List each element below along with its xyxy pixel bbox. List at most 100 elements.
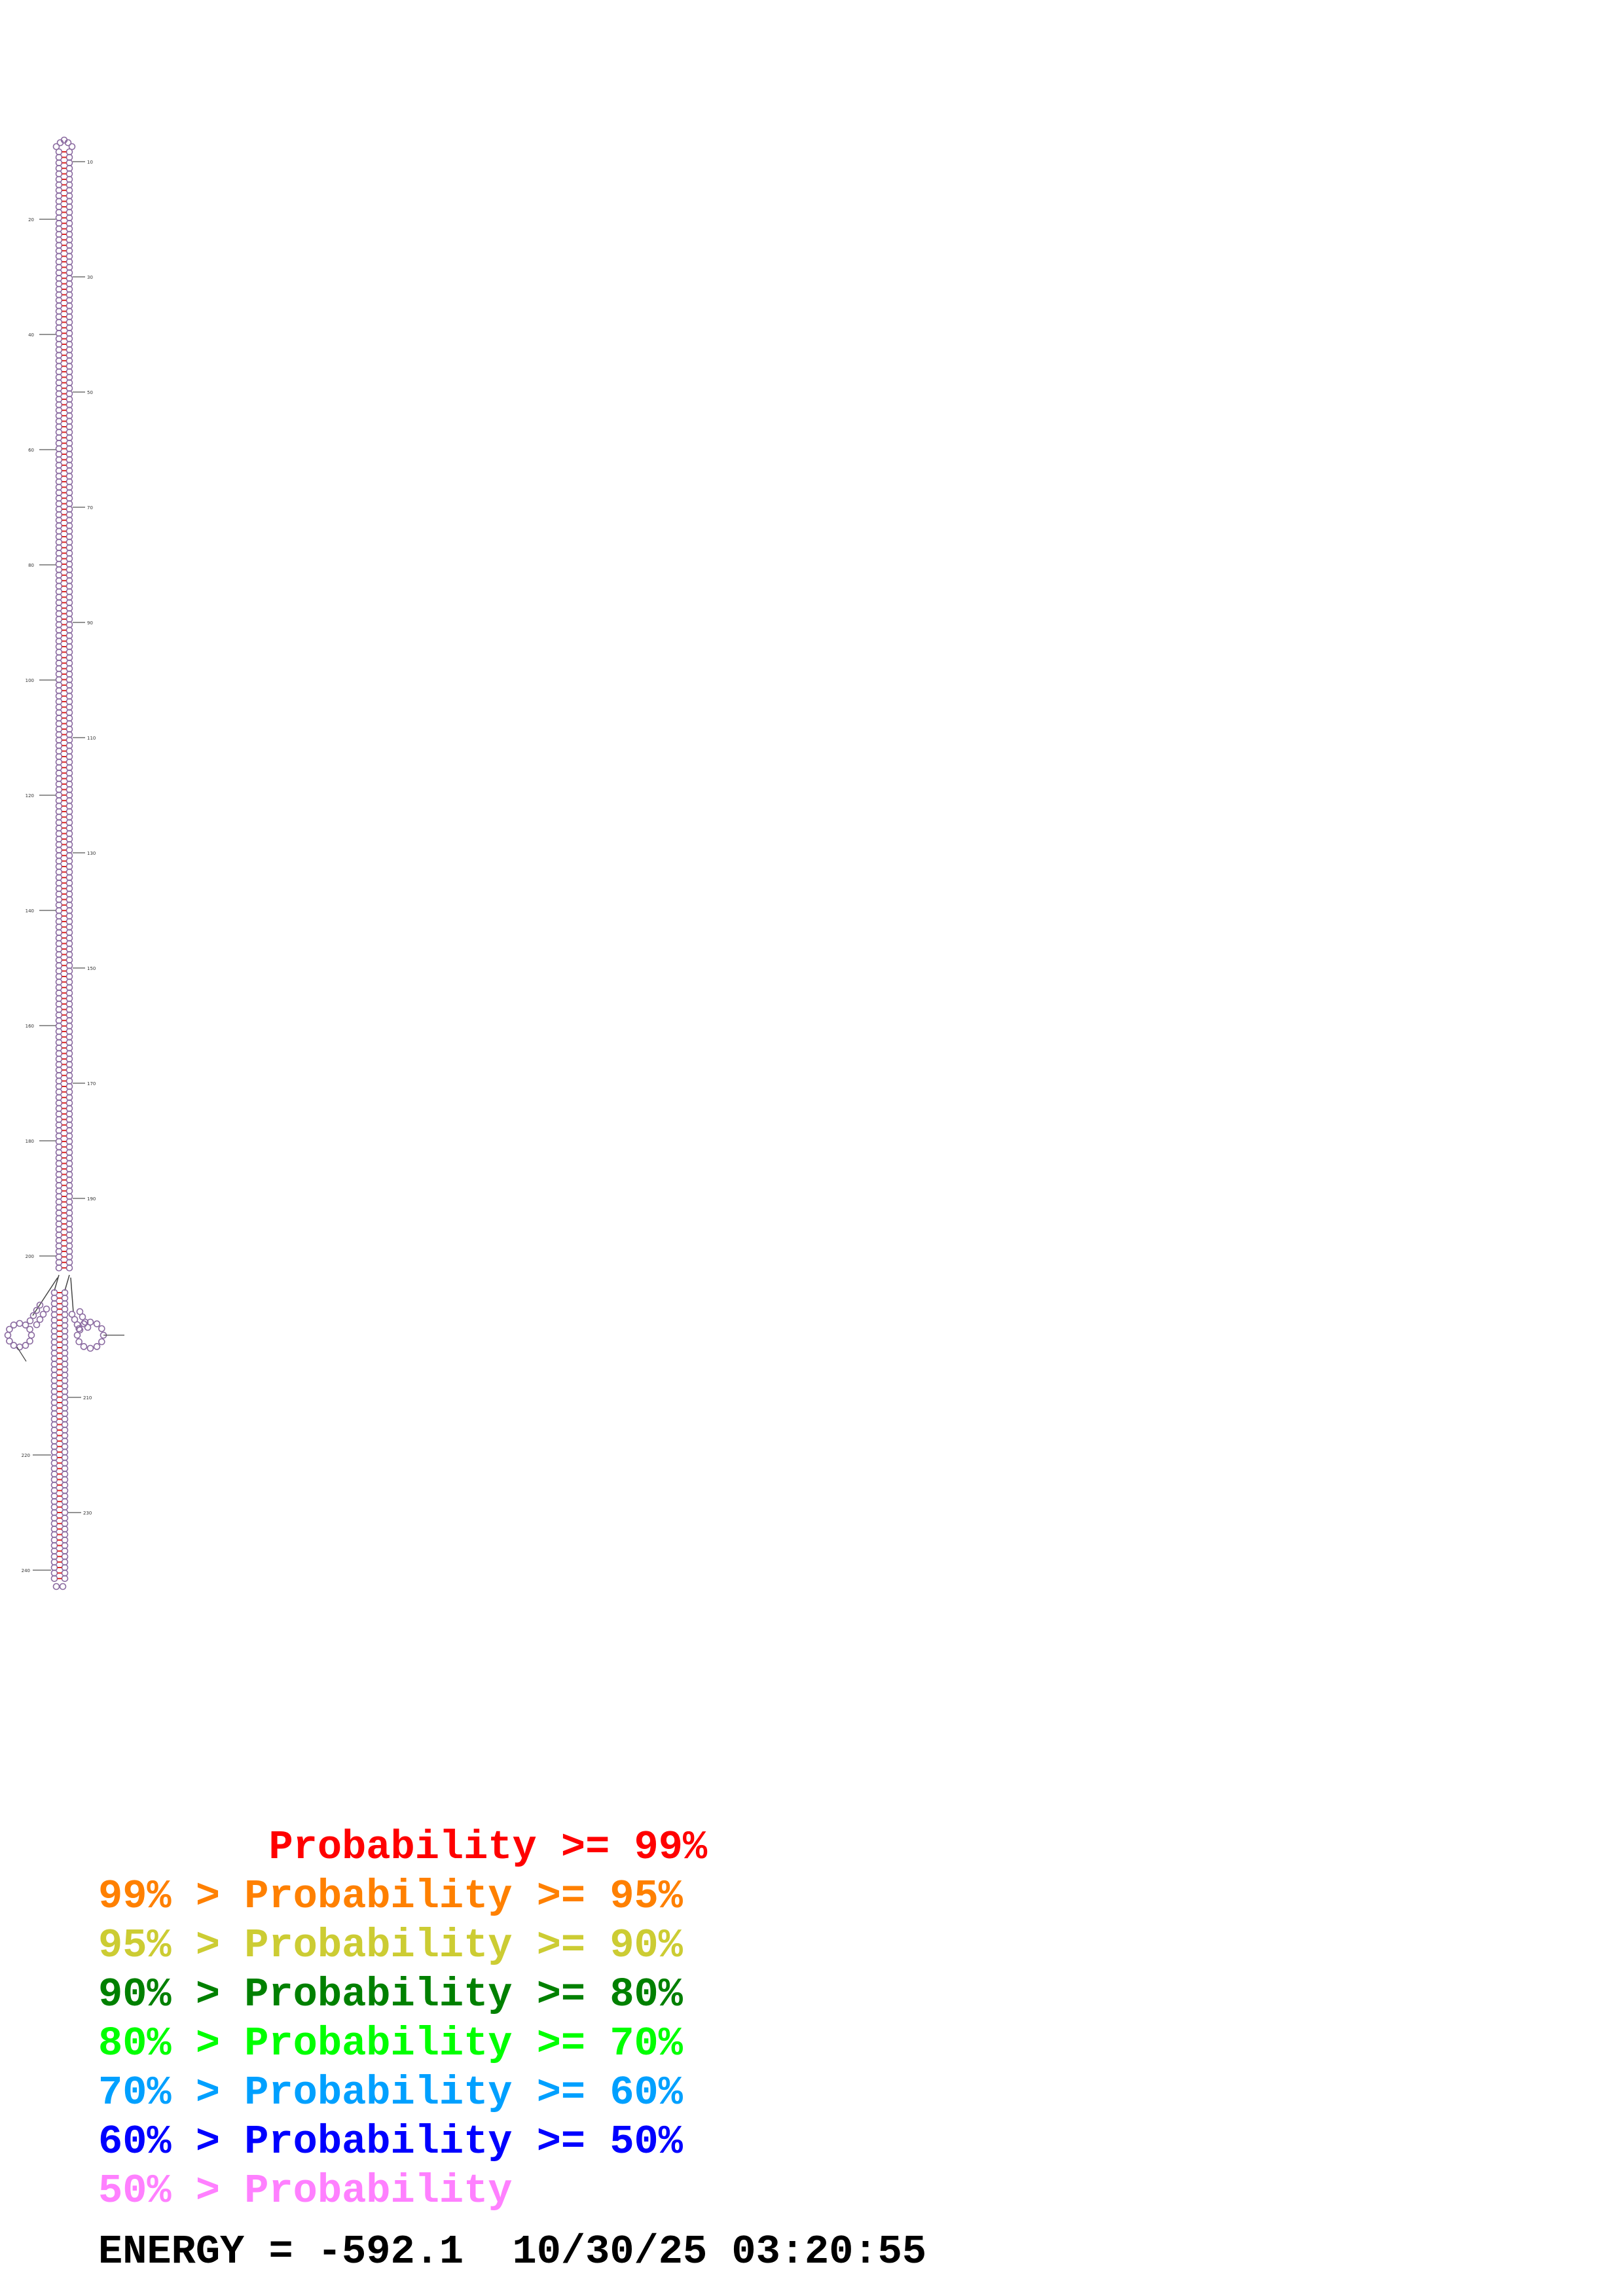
legend-label: Probability >= 80% xyxy=(244,1971,683,2018)
energy-value: ENERGY = -592.1 xyxy=(98,2229,464,2275)
tick-label: 220 xyxy=(22,1453,30,1458)
legend-label: Probability >= 95% xyxy=(244,1873,683,1920)
backbone-link xyxy=(32,1277,58,1316)
backbone-link xyxy=(70,1277,74,1313)
tick-label: 230 xyxy=(83,1511,92,1516)
tick-label: 150 xyxy=(87,966,96,971)
nucleotide xyxy=(52,143,60,151)
backbone-link xyxy=(16,1346,27,1362)
nucleotide xyxy=(79,1313,86,1321)
nucleotide xyxy=(39,1310,47,1318)
tick-label: 50 xyxy=(87,390,93,395)
nucleotide xyxy=(6,1337,13,1345)
nucleotide xyxy=(80,1320,88,1327)
legend-prefix: 80% > xyxy=(98,2020,245,2067)
nucleotide xyxy=(36,1301,44,1309)
legend-item: Probability >= 99% xyxy=(98,1823,707,1872)
nucleotide xyxy=(6,1325,13,1333)
nucleotide xyxy=(29,1312,37,1319)
legend-label: Probability >= 90% xyxy=(244,1922,683,1969)
tick-label: 240 xyxy=(22,1568,30,1573)
nucleotide xyxy=(16,1343,24,1351)
nucleotide xyxy=(76,1326,84,1334)
backbone-link xyxy=(54,1274,60,1291)
tick-label: 20 xyxy=(28,217,34,223)
nucleotide xyxy=(86,1318,94,1326)
position-ticks: 10 20 30 40 50 60 70 80 90 100 110 120 130 140 150 160 1… xyxy=(22,160,96,1573)
tick-label: 140 xyxy=(26,908,34,914)
tick-label: 60 xyxy=(28,448,34,453)
tick-label: 200 xyxy=(26,1254,34,1259)
nucleotide xyxy=(75,1325,82,1333)
nucleotide xyxy=(73,1321,81,1329)
nucleotide xyxy=(27,1331,35,1339)
nucleotide xyxy=(75,1338,82,1346)
legend-label: Probability xyxy=(244,2168,513,2214)
nucleotide xyxy=(93,1320,101,1327)
nucleotide xyxy=(26,1325,33,1333)
nucleotide xyxy=(93,1343,101,1350)
legend-prefix xyxy=(98,1824,268,1871)
legend-label: Probability >= 70% xyxy=(244,2020,683,2067)
tick-label: 80 xyxy=(28,563,34,568)
nucleotide xyxy=(73,1331,81,1339)
nucleotide xyxy=(84,1323,92,1331)
nucleotide xyxy=(59,1583,67,1590)
nucleotide xyxy=(52,1583,60,1590)
legend-label: Probability >= 99% xyxy=(268,1824,708,1871)
nucleotide xyxy=(43,1305,50,1313)
tick-label: 160 xyxy=(26,1024,34,1029)
nucleotide xyxy=(64,139,72,147)
nucleotide xyxy=(22,1342,29,1349)
legend-prefix: 90% > xyxy=(98,1971,245,2018)
tick-label: 100 xyxy=(26,678,34,683)
probability-legend: Probability >= 99% 99% > Probability >= 9… xyxy=(98,1823,707,2215)
nucleotide xyxy=(81,1318,89,1326)
tick-label: 40 xyxy=(28,332,34,338)
legend-item: 95% > Probability >= 90% xyxy=(98,1921,707,1970)
multiloop-junction xyxy=(4,1274,124,1362)
nucleotide xyxy=(10,1342,18,1349)
tick-label: 130 xyxy=(87,851,96,856)
nucleotide xyxy=(4,1331,12,1339)
nucleotide xyxy=(33,1321,41,1329)
tick-label: 10 xyxy=(87,160,93,165)
nucleotide xyxy=(68,143,76,151)
nucleotide xyxy=(71,1316,79,1323)
tick-label: 210 xyxy=(83,1395,92,1401)
nucleotide xyxy=(98,1338,105,1346)
tick-label: 90 xyxy=(87,620,93,626)
legend-item: 50% > Probability xyxy=(98,2166,707,2215)
legend-label: Probability >= 60% xyxy=(244,2070,683,2116)
legend-item: 60% > Probability >= 50% xyxy=(98,2117,707,2166)
legend-label: Probability >= 50% xyxy=(244,2119,683,2165)
lower-helix-stem xyxy=(50,1289,69,1590)
tick-label: 190 xyxy=(87,1196,96,1202)
tick-label: 30 xyxy=(87,275,93,280)
tick-label: 180 xyxy=(26,1139,34,1144)
nucleotide xyxy=(10,1321,18,1329)
tick-label: 170 xyxy=(87,1081,96,1086)
legend-prefix: 60% > xyxy=(98,2119,245,2165)
timestamp: 10/30/25 03:20:55 xyxy=(512,2229,927,2275)
nucleotide xyxy=(98,1325,105,1333)
legend-item: 99% > Probability >= 95% xyxy=(98,1872,707,1921)
legend-prefix: 99% > xyxy=(98,1873,245,1920)
legend-item: 70% > Probability >= 60% xyxy=(98,2068,707,2117)
legend-item: 90% > Probability >= 80% xyxy=(98,1970,707,2019)
nucleotide xyxy=(22,1321,29,1329)
upper-helix-stem xyxy=(52,136,76,1272)
nucleotide xyxy=(68,1310,76,1318)
energy-footer: ENERGY = -592.1 10/30/25 03:20:55 xyxy=(98,2229,926,2275)
nucleotide xyxy=(80,1343,88,1350)
nucleotide xyxy=(26,1337,33,1345)
backbone-link xyxy=(64,1274,70,1291)
legend-prefix: 95% > xyxy=(98,1922,245,1969)
legend-prefix: 70% > xyxy=(98,2070,245,2116)
tick-label: 120 xyxy=(26,793,34,798)
nucleotide xyxy=(76,1308,84,1316)
rna-structure-diagram: 10 20 30 40 50 60 70 80 90 100 110 120 130 140 150 160 1… xyxy=(4,136,124,1590)
tick-label: 70 xyxy=(87,505,93,511)
nucleotide xyxy=(33,1306,41,1314)
legend-item: 80% > Probability >= 70% xyxy=(98,2019,707,2068)
